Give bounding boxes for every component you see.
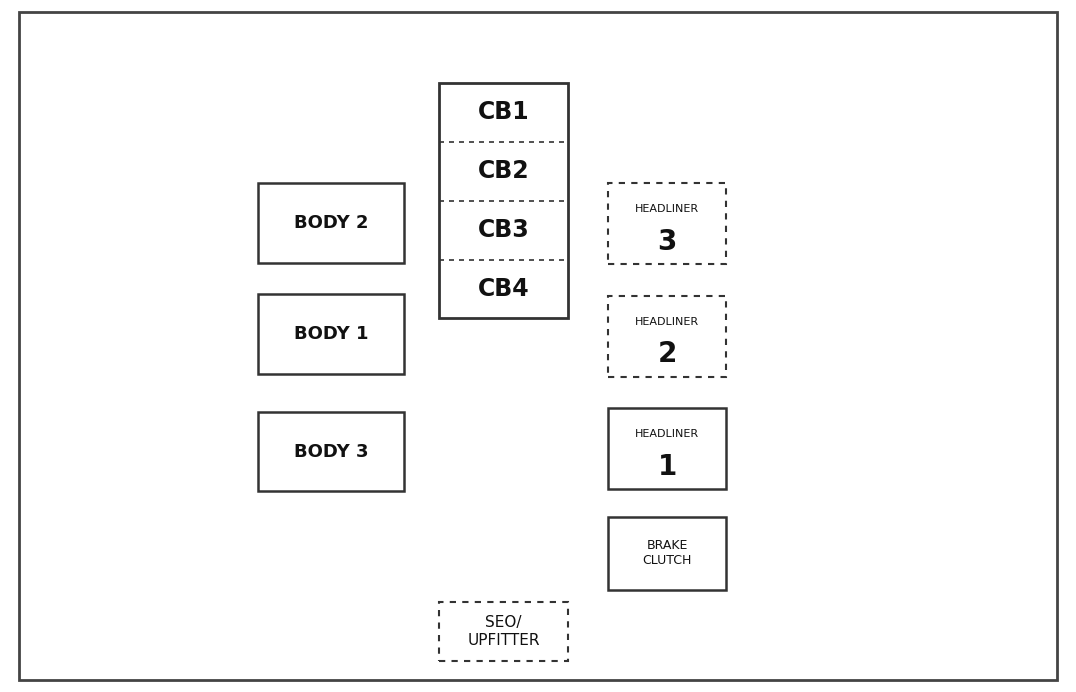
Text: BODY 2: BODY 2 [294,214,368,233]
Bar [439,602,568,661]
Text: BODY 1: BODY 1 [294,325,368,343]
Text: CB1: CB1 [478,100,529,125]
Bar [258,183,404,263]
Text: BRAKE
CLUTCH: BRAKE CLUTCH [642,539,692,567]
Bar [608,517,726,590]
Text: HEADLINER: HEADLINER [635,429,699,439]
Text: 1: 1 [657,453,677,480]
Text: HEADLINER: HEADLINER [635,204,699,215]
Text: HEADLINER: HEADLINER [635,317,699,327]
Text: BODY 3: BODY 3 [294,442,368,461]
Bar [608,296,726,377]
Bar [258,412,404,491]
Text: CB4: CB4 [478,277,529,301]
Text: CB3: CB3 [478,218,529,242]
Text: 2: 2 [657,340,677,368]
Text: 3: 3 [657,228,677,255]
Text: CB2: CB2 [478,159,529,183]
Bar [258,294,404,374]
Bar [608,408,726,489]
Text: SEO/
UPFITTER: SEO/ UPFITTER [467,615,540,648]
Bar [608,183,726,264]
Bar [439,83,568,318]
